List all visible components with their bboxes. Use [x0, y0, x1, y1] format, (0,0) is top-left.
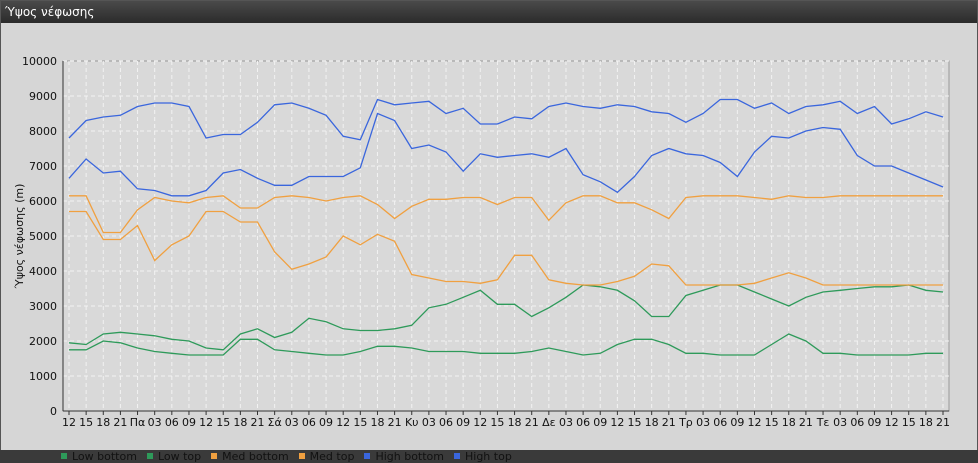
y-tick-label: 5000: [29, 230, 57, 243]
x-tick-label: 06: [302, 416, 316, 429]
x-tick-label: 03: [696, 416, 710, 429]
x-tick-label: 09: [319, 416, 333, 429]
y-tick-label: 0: [50, 405, 57, 418]
series-line-med-bottom: [69, 210, 943, 286]
x-tick-label: 15: [353, 416, 367, 429]
x-tick-label: 06: [850, 416, 864, 429]
y-tick-label: 3000: [29, 300, 57, 313]
x-tick-label: 18: [782, 416, 796, 429]
legend-item: Med bottom: [211, 449, 289, 463]
series-line-high-top: [68, 98, 944, 141]
y-tick-label: 8000: [29, 125, 57, 138]
x-tick-label: 12: [747, 416, 761, 429]
x-tick-label: 12: [62, 416, 76, 429]
x-tick-label: 18: [508, 416, 522, 429]
legend-swatch: [211, 453, 218, 459]
legend-label: High bottom: [375, 449, 444, 463]
series-line-med-top: [69, 195, 943, 234]
x-tick-label: 03: [833, 416, 847, 429]
y-tick-label: 10000: [22, 55, 57, 68]
legend-swatch: [364, 453, 371, 459]
x-tick-label: 03: [559, 416, 573, 429]
x-tick-label: Πα: [130, 416, 146, 429]
x-tick-label: 18: [645, 416, 659, 429]
x-tick-label: 12: [473, 416, 487, 429]
y-tick-label: 7000: [29, 160, 57, 173]
x-tick-label: 15: [490, 416, 504, 429]
y-tick-label: 4000: [29, 265, 57, 278]
x-tick-label: Δε: [542, 416, 556, 429]
x-tick-label: 03: [422, 416, 436, 429]
x-tick-label: 03: [148, 416, 162, 429]
x-tick-label: Τε: [816, 416, 830, 429]
y-tick-label: 9000: [29, 90, 57, 103]
x-tick-label: 21: [388, 416, 402, 429]
x-tick-label: 21: [113, 416, 127, 429]
x-tick-label: 12: [610, 416, 624, 429]
x-tick-label: 18: [370, 416, 384, 429]
x-tick-label: 15: [79, 416, 93, 429]
legend-item: Low bottom: [61, 449, 137, 463]
legend-item: High bottom: [364, 449, 444, 463]
legend-swatch: [298, 453, 305, 459]
y-tick-label: 1000: [29, 370, 57, 383]
x-tick-label: Τρ: [678, 416, 693, 429]
x-tick-label: 21: [662, 416, 676, 429]
x-tick-label: 21: [525, 416, 539, 429]
x-tick-label: 09: [182, 416, 196, 429]
legend-label: Med bottom: [222, 449, 289, 463]
legend-swatch: [61, 453, 67, 459]
x-tick-label: 15: [765, 416, 779, 429]
x-tick-label: 09: [456, 416, 470, 429]
x-tick-label: 03: [285, 416, 299, 429]
x-tick-label: 15: [902, 416, 916, 429]
y-tick-label: 6000: [29, 195, 57, 208]
legend-swatch: [454, 453, 460, 459]
legend-item: High top: [454, 449, 512, 463]
x-tick-label: 21: [936, 416, 950, 429]
x-tick-label: 09: [867, 416, 881, 429]
x-tick-label: 06: [713, 416, 727, 429]
series-line-high-bottom: [68, 112, 944, 197]
window-title: Ύψος νέφωσης: [1, 1, 977, 23]
x-tick-label: 15: [216, 416, 230, 429]
x-tick-label: 15: [628, 416, 642, 429]
legend-label: Med top: [309, 449, 355, 463]
x-tick-label: 21: [251, 416, 265, 429]
x-tick-label: Κυ: [405, 416, 419, 429]
chart-area: 0 1000 2000 3000 4000 5000 6000 7000 8000 9000 100…: [1, 23, 977, 463]
x-tick-label: 18: [919, 416, 933, 429]
x-tick-label: 09: [593, 416, 607, 429]
chart-legend: Low bottom Low top Med bottom Med top High b…: [61, 449, 522, 463]
series-line-low-top: [68, 284, 944, 351]
series-line-low-bottom: [69, 333, 943, 356]
legend-label: Low top: [157, 449, 202, 463]
legend-label: High top: [465, 449, 512, 463]
x-tick-label: 06: [576, 416, 590, 429]
x-tick-label: 09: [730, 416, 744, 429]
cloud-height-chart: 0 1000 2000 3000 4000 5000 6000 7000 8000 9000 100…: [13, 55, 950, 429]
y-tick-label: 2000: [29, 335, 57, 348]
x-tick-label: 18: [96, 416, 110, 429]
x-tick-label: 12: [199, 416, 213, 429]
x-tick-label: Σά: [268, 416, 282, 429]
x-tick-label: 06: [165, 416, 179, 429]
legend-label: Low bottom: [72, 449, 137, 463]
legend-swatch: [146, 453, 153, 459]
legend-item: Med top: [298, 449, 355, 463]
x-tick-label: 06: [439, 416, 453, 429]
y-axis-label: Ύψος νέφωσης (m): [13, 184, 26, 290]
x-tick-label: 18: [233, 416, 247, 429]
x-tick-label: 12: [336, 416, 350, 429]
legend-item: Low top: [146, 449, 202, 463]
x-tick-label: 21: [799, 416, 813, 429]
x-tick-label: 12: [885, 416, 899, 429]
